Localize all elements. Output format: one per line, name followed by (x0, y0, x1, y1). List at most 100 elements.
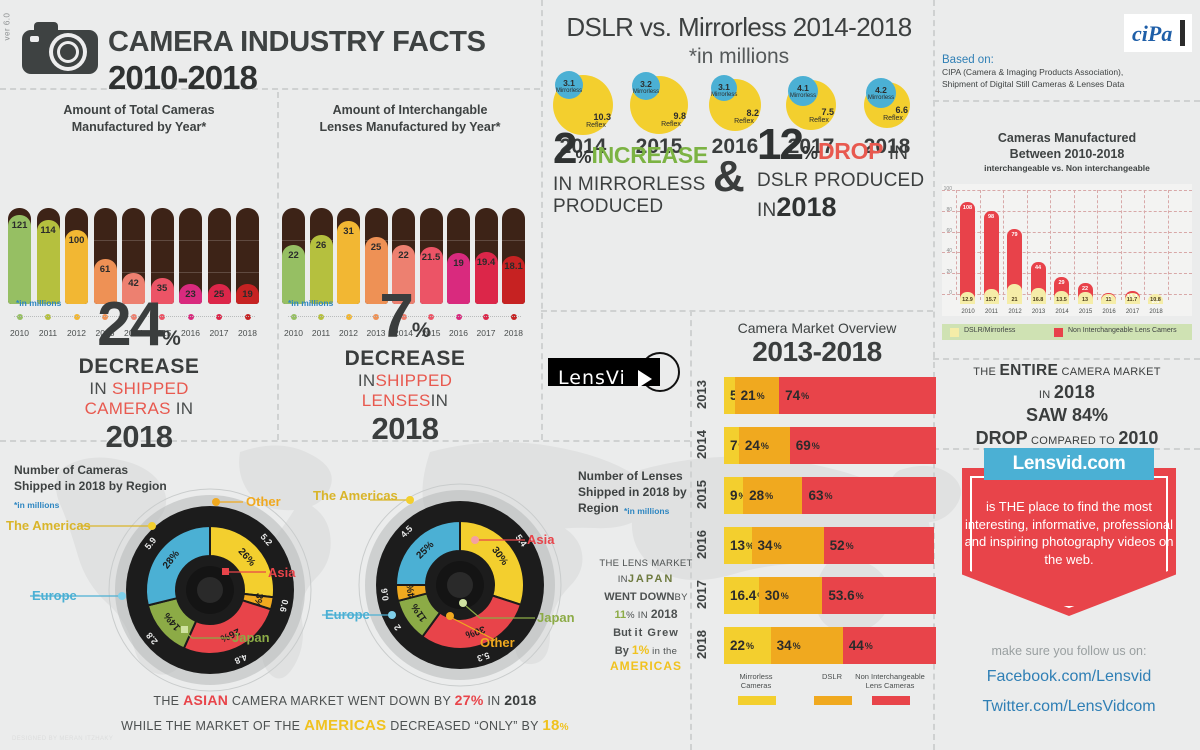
bar-year-label: 2017 (476, 327, 496, 338)
footnote: *in millions (14, 500, 60, 510)
bar-fill (364, 236, 388, 304)
venn-group: 3.1 Mirrorless 8.2 Reflex (697, 75, 773, 137)
legend-swatch (950, 328, 959, 337)
market-segment-mirrorless: 16.4% (724, 577, 765, 614)
donut-slice-asia (182, 599, 273, 655)
market-segment-dslr: 30% (758, 577, 823, 614)
bar-column: 25 2017 (207, 204, 231, 338)
japan-lens-market-note: THE LENS MARKET INJAPAN WENT DOWNBY 11% … (599, 558, 693, 673)
market-legend: Mirrorless Cameras DSLR Non Interchangeable… (694, 672, 940, 710)
bar-value: 18.1 (504, 260, 523, 272)
bar-year-label: 2010 (284, 327, 303, 338)
lensvid-logo[interactable]: LensVi (548, 352, 680, 392)
market-row-year: 2015 (694, 480, 709, 509)
logo-box: LensVi (548, 358, 660, 389)
bar-year-label: 2014 (124, 327, 143, 338)
mirrorless-name: Mirrorless (711, 91, 738, 98)
bar-year-label: 2012 (339, 327, 358, 338)
segment-value: 30 (764, 588, 780, 603)
divider (541, 0, 543, 440)
market-segment-dslr: 28% (743, 477, 803, 514)
bar-column: 21.5 2015 (419, 204, 443, 338)
facebook-link[interactable]: Facebook.com/Lensvid (986, 668, 1152, 685)
bar-year-label: 2016 (1102, 309, 1116, 315)
mirrorless-label: 3.2 Mirrorless (632, 80, 660, 95)
bar-year-label: 2013 (1031, 309, 1046, 315)
bar-year-label: 2013 (95, 327, 115, 338)
bar-year-label: 2015 (152, 327, 172, 338)
bar-year-label: 2010 (961, 309, 975, 315)
section-title: DSLR vs. Mirrorless 2014-2018 (566, 12, 912, 42)
page-title-years: 2010-2018 (108, 59, 258, 96)
donut2-label-asia: Asia (527, 532, 555, 547)
market-segment-non-interchangeable: 52% (823, 527, 934, 564)
reflex-name: Reflex (586, 122, 606, 129)
bar-fill (337, 220, 360, 304)
bar-year-label: 2017 (1125, 309, 1140, 315)
bar-value: 26 (315, 239, 327, 251)
bar-dot (73, 313, 80, 320)
bar-value: 114 (40, 224, 56, 236)
bar-bottom-value: 21 (1011, 297, 1018, 303)
market-segment-mirrorless: 13% (724, 527, 754, 564)
slice-pct-label: 4% (405, 583, 418, 599)
legend-label-line1: DSLR (821, 672, 842, 681)
twitter-link[interactable]: Twitter.com/LensVidcom (982, 698, 1156, 715)
venn-group: 4.2 Mirrorless 6.6 Reflex (849, 77, 925, 137)
panel-title: Amount of Interchangable Lenses Manufact… (319, 103, 501, 134)
bar-value: 21.5 (421, 251, 441, 263)
bar-dslr-mirrorless (1101, 293, 1116, 304)
badge-brand[interactable]: Lensvid.com (984, 448, 1154, 480)
map-summary-text: THE ASIAN CAMERA MARKET WENT DOWN BY 27%… (121, 692, 569, 734)
gridline (1050, 190, 1051, 300)
bar-year-label: 2015 (1078, 309, 1093, 315)
bar-fill (474, 251, 498, 304)
market-segment-non-interchangeable: 69% (789, 427, 936, 464)
legend-label-line2: Cameras (740, 681, 772, 691)
bar-fill (447, 252, 470, 304)
market-segment-mirrorless: 7% (724, 427, 747, 464)
venn-group: 3.2 Mirrorless 9.8 Reflex (621, 72, 697, 137)
divider (933, 100, 1200, 102)
bar-dot (130, 313, 137, 320)
header: CAMERA INDUSTRY FACTS 2010-2018 (0, 0, 540, 96)
bar-fill (36, 219, 60, 304)
bar-value: 121 (11, 219, 28, 231)
section-subtitle: *in millions (688, 45, 790, 68)
stat-year: 2018 (371, 411, 439, 446)
divider (541, 310, 933, 312)
stat-line1: DECREASE (344, 347, 466, 370)
cipa-logo: ciPa (1124, 14, 1192, 52)
bar-year-label: 2011 (311, 327, 331, 338)
bar-fill (207, 283, 231, 304)
gridline (1120, 190, 1122, 300)
y-tick: 80 (946, 206, 952, 213)
reflex-label: 10.3 Reflex (579, 113, 613, 130)
donut-outer-ring (108, 488, 312, 692)
bar-year-label: 2010 (10, 327, 29, 338)
bar-value: 22 (398, 249, 409, 261)
bar-dot (244, 313, 251, 320)
bar-year-label: 2017 (209, 327, 229, 338)
bar-fill (309, 234, 333, 304)
gridline (1003, 190, 1004, 300)
stat-cameras-decrease: 24% DECREASE IN SHIPPED CAMERAS IN 2018 (24, 294, 254, 455)
donut1-label-other: Other (246, 494, 281, 509)
bar-dot (510, 313, 517, 320)
bar-year-label: 2012 (1008, 309, 1022, 315)
bar-fill (502, 255, 525, 304)
bar-column: 26 2011 (309, 204, 333, 338)
stat-lenses-decrease: 7% DECREASE INSHIPPED LENSESIN 2018 (290, 286, 520, 447)
gridline (942, 190, 1192, 191)
bar-value: 61 (99, 263, 111, 275)
market-segment-mirrorless: 5% (724, 377, 747, 414)
stat-year: 2018 (105, 419, 173, 454)
gridline (1097, 190, 1098, 300)
venn-year-label: 2014 (559, 135, 607, 158)
bar-top-value: 44 (1034, 265, 1042, 272)
donut2-label-japan: Japan (537, 610, 575, 625)
bar-bottom-value: 15.7 (985, 297, 997, 303)
cipa-chart-title: Cameras Manufactured Between 2010-2018 i… (984, 131, 1150, 173)
